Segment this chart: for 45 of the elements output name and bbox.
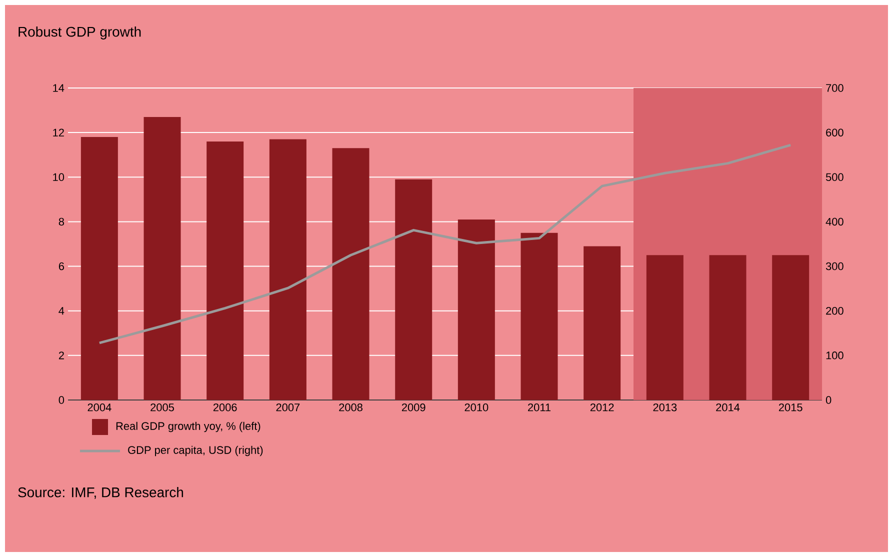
legend-label: GDP per capita, USD (right) (128, 446, 263, 456)
y2-tick-label: 600 (826, 128, 844, 136)
bar (520, 232, 558, 400)
x-tick-label: 2014 (716, 404, 740, 412)
y-tick-label: 0 (58, 396, 64, 404)
y-tick-label: 4 (58, 307, 64, 315)
y2-tick-label: 100 (826, 352, 844, 360)
bar (709, 255, 746, 400)
x-tick-label: 2015 (778, 404, 802, 412)
y-tick-label: 8 (58, 218, 64, 226)
x-tick-label: 2012 (590, 404, 614, 412)
y2-tick-label: 300 (826, 262, 844, 270)
bar (206, 141, 244, 400)
y2-tick-label: 0 (826, 396, 832, 404)
x-tick-label: 2009 (402, 404, 426, 412)
y2-tick-label: 700 (826, 84, 844, 92)
x-tick-label: 2010 (464, 404, 488, 412)
bar (144, 116, 181, 400)
bar (80, 137, 118, 400)
x-tick-label: 2006 (213, 404, 237, 412)
y-tick-label: 12 (53, 128, 64, 136)
source-note: Source: IMF, DB Research (18, 487, 184, 499)
y2-tick-label: 400 (826, 218, 844, 226)
y-tick-label: 14 (53, 84, 64, 92)
x-tick-label: 2007 (276, 404, 300, 412)
x-tick-label: 2008 (339, 404, 362, 412)
y-tick-label: 10 (53, 173, 64, 182)
y2-tick-label: 200 (826, 306, 844, 315)
bar (646, 255, 684, 400)
bar (458, 219, 495, 400)
line-series (98, 144, 792, 344)
bar (269, 139, 306, 400)
legend-label: Real GDP growth yoy, % (left) (116, 422, 260, 432)
x-tick-label: 2011 (528, 404, 551, 412)
y2-tick-label: 500 (826, 173, 844, 182)
bar (332, 148, 370, 400)
y-tick-label: 2 (58, 352, 64, 360)
bar (584, 246, 621, 400)
bar (395, 179, 432, 400)
x-tick-label: 2005 (150, 404, 174, 412)
y-tick-label: 6 (58, 262, 64, 270)
x-tick-label: 2013 (653, 404, 677, 412)
x-tick-label: 2004 (88, 404, 112, 412)
chart-title: Robust GDP growth (18, 26, 141, 40)
bar (772, 255, 810, 400)
